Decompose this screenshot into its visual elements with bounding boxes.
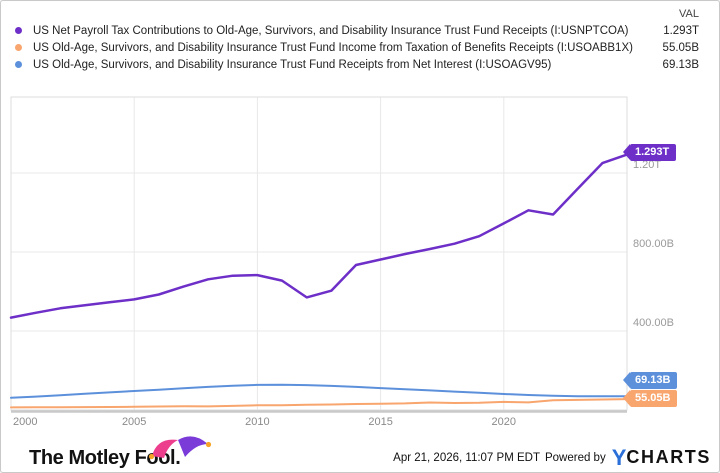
legend-value: 55.05B [662,41,699,54]
legend-item-payroll: US Net Payroll Tax Contributions to Old-… [15,22,699,39]
y-axis-tick: 1.20T [633,159,662,171]
series-line-taxation [10,398,628,409]
x-axis-tick: 2020 [491,416,517,428]
value-badge-payroll: 1.293T [622,144,677,161]
plot-border [10,96,628,411]
x-axis-tick: 2015 [368,416,393,428]
series-dot-blue-icon [15,61,22,68]
legend-item-interest: US Old-Age, Survivors, and Disability In… [15,56,699,73]
ycharts-logo-text: CHARTS [626,447,711,467]
series-line-payroll [9,153,629,319]
series-line-interest [10,383,628,399]
jester-hat-icon [147,433,213,465]
motley-fool-wordmark: The Motley Fool. [29,447,181,469]
x-axis-tick: 2010 [245,416,270,428]
y-axis-tick: 800.00B [633,238,674,250]
ycharts-logo-y: Y [611,444,627,470]
y-axis-tick: 400.00B [633,317,674,329]
legend-label: US Net Payroll Tax Contributions to Old-… [33,24,629,37]
powered-by-label: Powered by [544,451,606,464]
legend-item-taxation: US Old-Age, Survivors, and Disability In… [15,39,699,56]
legend-val-header: VAL [679,8,699,20]
legend-value: 69.13B [662,58,699,71]
timestamp: Apr 21, 2026, 11:07 PM EDT [393,451,540,464]
legend-label: US Old-Age, Survivors, and Disability In… [33,58,552,71]
x-axis-tick: 2000 [13,416,38,428]
footer-attribution: Apr 21, 2026, 11:07 PM EDT Powered by Y … [393,444,711,470]
legend-value: 1.293T [663,24,699,37]
series-dot-purple-icon [15,27,22,34]
series-dot-orange-icon [15,44,22,51]
value-badge-taxation: 55.05B [622,390,678,407]
value-badge-interest: 69.13B [622,372,678,389]
x-axis-tick: 2005 [121,416,147,428]
legend-label: US Old-Age, Survivors, and Disability In… [33,41,633,54]
